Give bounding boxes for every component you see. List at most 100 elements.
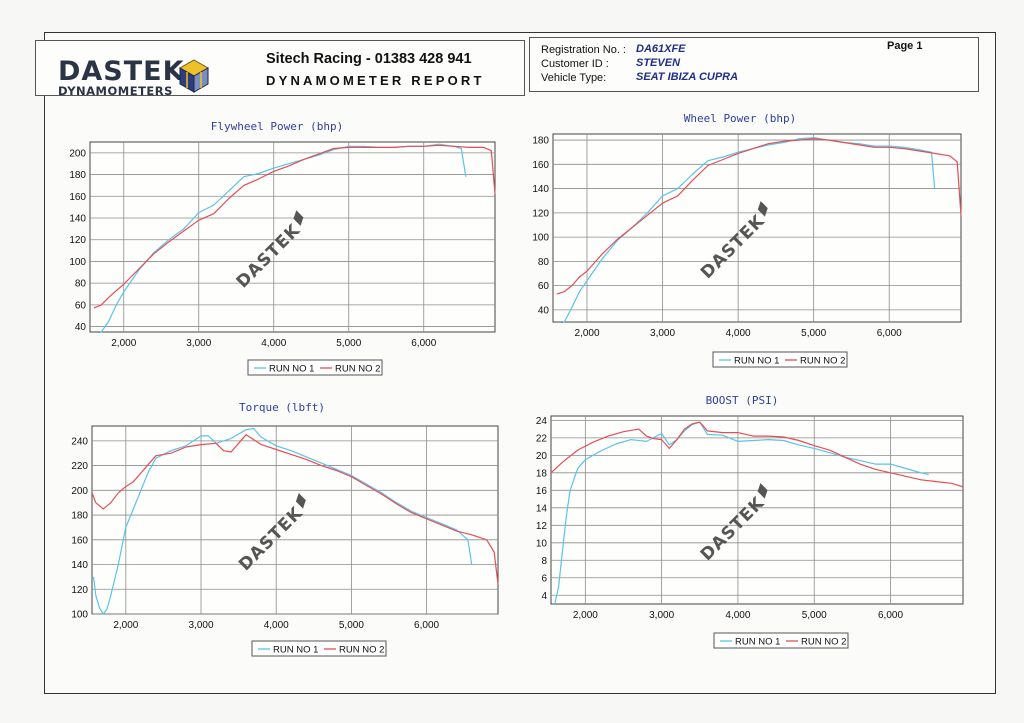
y-tick-label: 140 xyxy=(71,560,88,571)
registration-value: DA61XFE xyxy=(636,43,686,55)
y-tick-label: 20 xyxy=(536,451,548,462)
x-tick-label: 5,000 xyxy=(336,338,361,349)
legend-label: RUN NO 2 xyxy=(800,356,845,367)
legend-label: RUN NO 1 xyxy=(269,364,314,375)
legend: RUN NO 1 RUN NO 2 xyxy=(247,359,383,376)
watermark-cube-icon xyxy=(757,201,768,217)
x-tick-label: 2,000 xyxy=(111,338,136,349)
legend-label: RUN NO 1 xyxy=(735,637,780,648)
chart-title: Flywheel Power (bhp) xyxy=(211,120,343,133)
x-tick-label: 4,000 xyxy=(726,328,751,339)
cube-logo-icon xyxy=(178,59,210,93)
legend-label: RUN NO 2 xyxy=(339,645,384,656)
chart-title: BOOST (PSI) xyxy=(706,394,779,407)
y-tick-label: 200 xyxy=(71,486,88,497)
y-tick-label: 180 xyxy=(69,170,86,181)
registration-label: Registration No. : xyxy=(541,44,626,56)
series-line-2 xyxy=(556,138,962,295)
x-tick-label: 3,000 xyxy=(189,620,214,631)
y-tick-label: 120 xyxy=(69,235,86,246)
legend: RUN NO 1 RUN NO 2 xyxy=(713,632,849,649)
logo-line2: DYNAMOMETERS xyxy=(58,84,173,98)
legend-box xyxy=(712,351,848,368)
y-tick-label: 100 xyxy=(532,233,549,244)
legend-label: RUN NO 2 xyxy=(335,364,380,375)
watermark-cube-icon xyxy=(295,493,306,509)
chart-2: Wheel Power (bhp) 40 60 80 100 120 140 160 180 2,… xyxy=(532,112,962,368)
y-tick-label: 120 xyxy=(71,585,88,596)
y-tick-label: 140 xyxy=(532,184,549,195)
y-tick-label: 160 xyxy=(532,160,549,171)
y-tick-label: 80 xyxy=(538,257,550,268)
legend-label: RUN NO 2 xyxy=(801,637,846,648)
x-tick-label: 4,000 xyxy=(264,620,289,631)
y-tick-label: 60 xyxy=(538,281,550,292)
watermark-cube-icon xyxy=(293,210,304,226)
x-tick-label: 3,000 xyxy=(650,328,675,339)
vehicle-value: SEAT IBIZA CUPRA xyxy=(636,71,739,83)
x-tick-label: 4,000 xyxy=(261,338,286,349)
vehicle-label: Vehicle Type: xyxy=(541,72,607,84)
y-tick-label: 40 xyxy=(75,322,87,333)
chart-3: Torque (lbft) 100 120 140 160 180 200 220 240 2,0… xyxy=(71,401,499,657)
series-line-1 xyxy=(92,427,473,615)
x-tick-label: 4,000 xyxy=(725,610,750,621)
chart-4: BOOST (PSI) 4 6 8 10 12 14 16 18 20 22 24 2,000 3,000… xyxy=(536,394,964,649)
y-tick-label: 60 xyxy=(75,300,87,311)
chart-title: Wheel Power (bhp) xyxy=(684,112,797,125)
y-tick-label: 240 xyxy=(71,436,88,447)
y-tick-label: 14 xyxy=(536,503,548,514)
y-tick-label: 180 xyxy=(532,136,549,147)
customer-label: Customer ID : xyxy=(541,58,609,70)
legend-box xyxy=(713,632,849,649)
y-tick-label: 24 xyxy=(536,416,548,427)
y-tick-label: 10 xyxy=(536,538,548,549)
customer-value: STEVEN xyxy=(636,57,681,69)
x-tick-label: 3,000 xyxy=(186,338,211,349)
y-tick-label: 220 xyxy=(71,461,88,472)
x-tick-label: 6,000 xyxy=(877,328,902,339)
series-line-2 xyxy=(93,144,496,309)
y-tick-label: 80 xyxy=(75,279,87,290)
y-tick-label: 100 xyxy=(71,610,88,621)
series-line-2 xyxy=(551,421,964,488)
report-title: DYNAMOMETER REPORT xyxy=(266,73,485,88)
x-tick-label: 2,000 xyxy=(113,620,138,631)
y-tick-label: 18 xyxy=(536,468,548,479)
watermark-cube-icon xyxy=(757,483,768,499)
chart-title: Torque (lbft) xyxy=(239,401,325,414)
header-right-box xyxy=(529,37,979,92)
y-tick-label: 12 xyxy=(536,521,548,532)
page-number: Page 1 xyxy=(887,40,923,52)
y-tick-label: 160 xyxy=(69,192,86,203)
y-tick-label: 200 xyxy=(69,148,86,159)
dastek-logo: DASTEK DYNAMOMETERS xyxy=(58,58,185,97)
legend-box xyxy=(251,640,387,657)
header-left-box xyxy=(35,40,525,96)
y-tick-label: 180 xyxy=(71,511,88,522)
y-tick-label: 120 xyxy=(532,208,549,219)
legend: RUN NO 1 RUN NO 2 xyxy=(251,640,387,657)
x-tick-label: 5,000 xyxy=(339,620,364,631)
series-line-1 xyxy=(560,137,936,323)
y-tick-label: 22 xyxy=(536,433,548,444)
y-tick-label: 16 xyxy=(536,486,548,497)
y-tick-label: 100 xyxy=(69,257,86,268)
legend-label: RUN NO 1 xyxy=(734,356,779,367)
x-tick-label: 2,000 xyxy=(574,328,599,339)
y-tick-label: 8 xyxy=(541,556,547,567)
plot-area xyxy=(89,141,496,333)
x-tick-label: 2,000 xyxy=(573,610,598,621)
y-tick-label: 140 xyxy=(69,214,86,225)
company-name: Sitech Racing - 01383 428 941 xyxy=(266,51,472,67)
x-tick-label: 6,000 xyxy=(411,338,436,349)
logo-line1: DASTEK xyxy=(58,56,185,87)
x-tick-label: 5,000 xyxy=(801,328,826,339)
y-tick-label: 6 xyxy=(541,573,547,584)
y-tick-label: 4 xyxy=(541,591,547,602)
legend-label: RUN NO 1 xyxy=(273,645,318,656)
plot-area xyxy=(550,415,964,605)
x-tick-label: 6,000 xyxy=(414,620,439,631)
x-tick-label: 5,000 xyxy=(802,610,827,621)
